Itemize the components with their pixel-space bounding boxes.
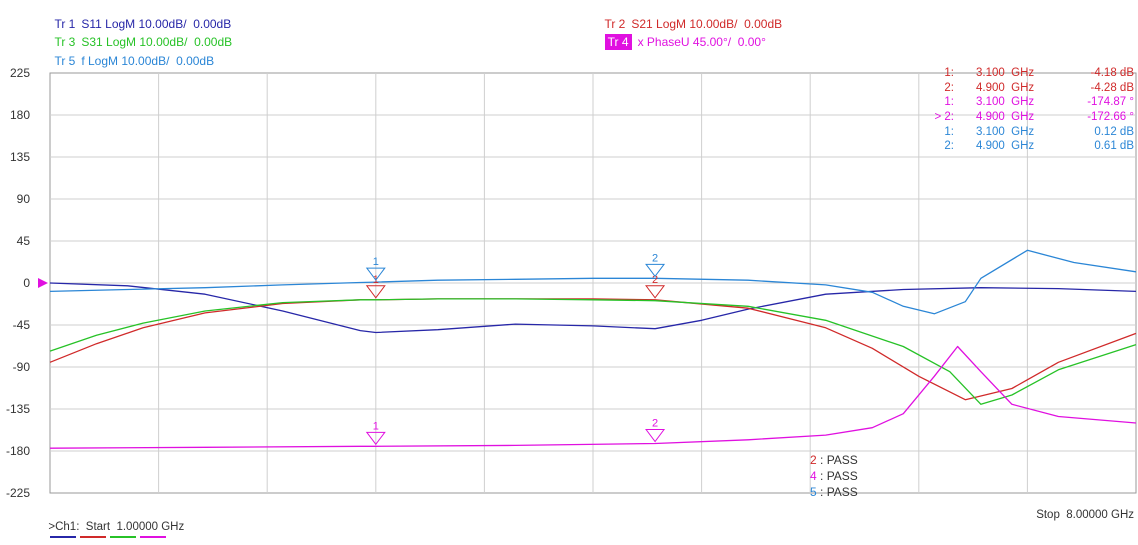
marker-frequency: 4.900 GHz: [976, 140, 1035, 153]
marker-frequency: 3.100 GHz: [976, 96, 1035, 109]
trace-5-id: Tr 5: [54, 54, 76, 68]
trace-4-swatch: [140, 536, 167, 539]
trace-2-text: S21 LogM 10.00dB/ 0.00dB: [631, 17, 783, 31]
limit-test-status: : PASS: [816, 453, 858, 467]
marker-id: 1:: [944, 67, 954, 79]
marker-value: 0.12 dB: [1094, 125, 1134, 138]
series-line: [49, 345, 1137, 449]
stop-frequency: Stop 8.00000 GHz: [1036, 509, 1134, 521]
trace-3-id: Tr 3: [54, 35, 76, 49]
marker-frequency: 3.100 GHz: [976, 125, 1035, 138]
marker-frequency: 3.100 GHz: [976, 67, 1035, 79]
marker-id: 2:: [944, 81, 954, 94]
trace-5-label[interactable]: Tr 5 f LogM 10.00dB/ 0.00dB: [48, 40, 214, 68]
y-tick-label: 45: [17, 234, 31, 248]
marker-id: 1:: [944, 125, 954, 138]
y-tick-label: 135: [10, 150, 30, 164]
y-tick-label: 225: [10, 66, 30, 80]
y-tick-label: -180: [6, 444, 30, 458]
limit-test-row: 2 : PASS: [810, 452, 858, 468]
trace-4-label[interactable]: Tr 4 x PhaseU 45.00°/ 0.00°: [598, 21, 766, 50]
marker-label: 1: [373, 420, 379, 432]
trace-3-label[interactable]: Tr 3 S31 LogM 10.00dB/ 0.00dB: [48, 21, 232, 49]
y-tick-label: 180: [10, 108, 30, 122]
marker-triangle: [645, 429, 666, 443]
y-tick-label: -225: [6, 486, 30, 500]
channel-start-footer: >Ch1: Start 1.00000 GHz: [42, 509, 184, 545]
trace-1-label[interactable]: Tr 1 S11 LogM 10.00dB/ 0.00dB: [48, 3, 231, 31]
series-line: [49, 298, 1137, 401]
marker-label: 2: [652, 252, 658, 264]
limit-test-trace: 4: [810, 469, 817, 483]
marker-id: 1:: [944, 96, 954, 109]
marker-triangle: [365, 431, 386, 446]
reference-level-arrow: [38, 278, 48, 288]
marker-value: -4.18 dB: [1090, 67, 1134, 79]
marker-triangle: [645, 263, 666, 278]
start-frequency: >Ch1: Start 1.00000 GHz: [48, 521, 185, 533]
marker-frequency: 4.900 GHz: [976, 111, 1035, 124]
limit-test-trace: 5: [810, 485, 817, 499]
series-line: [49, 298, 1137, 405]
marker-value: 0.61 dB: [1094, 140, 1134, 153]
y-tick-label: 0: [23, 276, 30, 290]
marker-frequency: 4.900 GHz: [976, 81, 1035, 94]
y-tick-label: -90: [13, 360, 31, 374]
marker-value: -4.28 dB: [1090, 81, 1134, 94]
series-line: [49, 249, 1137, 315]
limit-test-status: : PASS: [816, 469, 858, 483]
limit-test-row: 4 : PASS: [810, 468, 858, 484]
y-tick-label: -135: [6, 402, 30, 416]
marker-label: 2: [652, 274, 658, 286]
trace-1-text: S11 LogM 10.00dB/ 0.00dB: [81, 17, 232, 31]
trace-1-id: Tr 1: [54, 17, 76, 31]
marker-triangle: [365, 285, 386, 299]
trace-4-id: Tr 4: [604, 34, 632, 50]
trace-3-swatch: [110, 536, 137, 539]
limit-test-status: : PASS: [816, 485, 858, 499]
trace-3-text: S31 LogM 10.00dB/ 0.00dB: [81, 35, 233, 49]
marker-triangle: [645, 285, 666, 299]
y-tick-label: 90: [17, 192, 31, 206]
marker-label: 2: [652, 418, 658, 430]
y-tick-label: -45: [13, 318, 31, 332]
trace-2-id: Tr 2: [604, 17, 626, 31]
marker-value: -174.87 °: [1087, 96, 1134, 109]
marker-triangle: [365, 267, 386, 281]
trace-4-text: x PhaseU 45.00°/ 0.00°: [637, 35, 766, 49]
marker-label: 1: [373, 256, 379, 268]
trace-2-swatch: [80, 536, 107, 539]
marker-value: -172.66 °: [1087, 111, 1134, 124]
limit-test-results: 2 : PASS 4 : PASS 5 : PASS: [810, 452, 858, 500]
marker-id: 2:: [944, 140, 954, 153]
trace-2-label[interactable]: Tr 2 S21 LogM 10.00dB/ 0.00dB: [598, 3, 782, 31]
limit-test-row: 5 : PASS: [810, 484, 858, 500]
limit-test-trace: 2: [810, 453, 817, 467]
marker-id: > 2:: [934, 111, 954, 124]
trace-1-swatch: [50, 536, 77, 539]
trace-5-text: f LogM 10.00dB/ 0.00dB: [81, 54, 215, 68]
